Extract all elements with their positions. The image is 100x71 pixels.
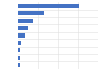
Bar (18, 48, 20, 52)
Bar (18, 41, 21, 45)
Bar (18, 19, 33, 23)
Bar (18, 11, 44, 15)
Bar (18, 4, 79, 8)
Bar (18, 33, 25, 38)
Bar (18, 56, 20, 60)
Bar (18, 26, 28, 30)
Bar (18, 63, 20, 67)
